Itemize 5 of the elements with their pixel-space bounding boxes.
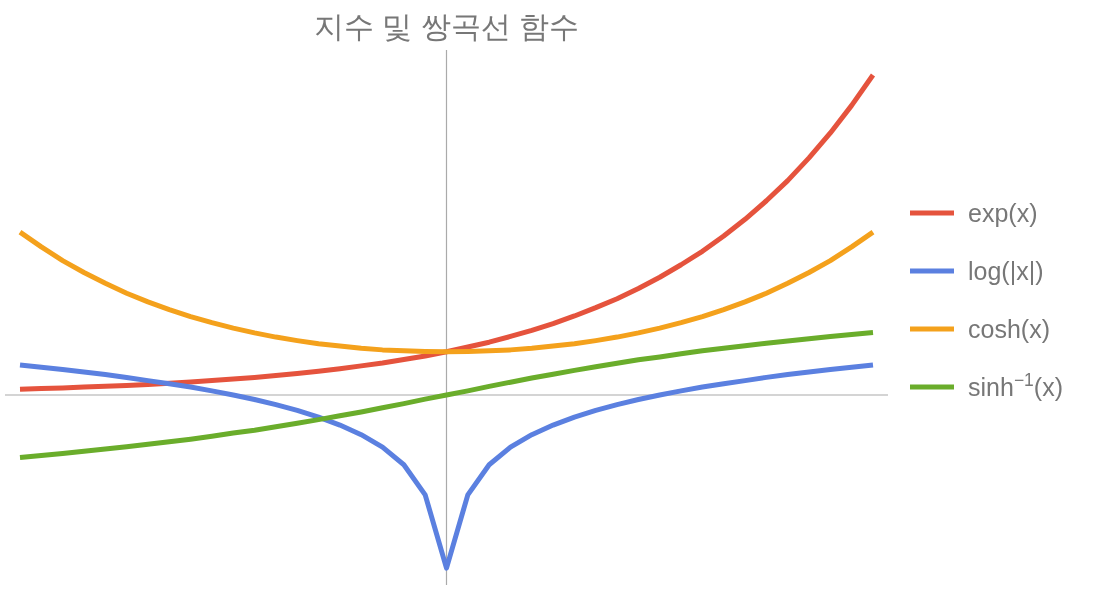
legend-label: sinh$^{−1}$(x)	[968, 370, 1063, 401]
legend-label: cosh(x)	[968, 315, 1050, 343]
legend-label: exp(x)	[968, 199, 1038, 227]
legend-label: log(|x|)	[968, 257, 1044, 285]
title: 지수 및 쌍곡선 함수	[314, 10, 579, 43]
